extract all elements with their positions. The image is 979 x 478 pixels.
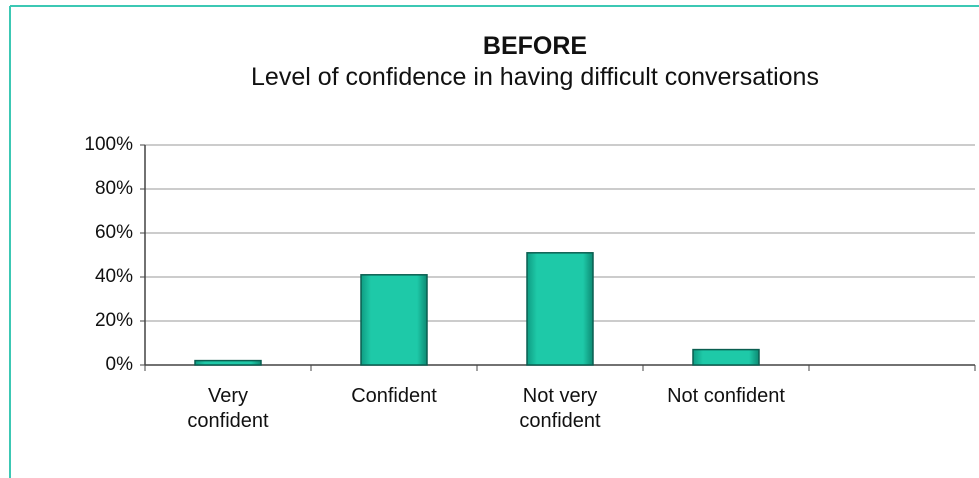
y-tick-label: 20%: [95, 310, 133, 331]
y-tick-label: 60%: [95, 222, 133, 243]
bar: [692, 348, 760, 366]
y-tick-label: 80%: [95, 178, 133, 199]
x-tick-label: Confident: [351, 385, 437, 407]
x-tick-label: Not very confident: [519, 385, 601, 432]
x-tick-label: Not confident: [667, 385, 785, 407]
bar: [360, 274, 428, 366]
chart-title: BEFORE: [482, 32, 588, 60]
chart-subtitle: Level of confidence in having difficult …: [251, 63, 819, 91]
y-tick-label: 40%: [95, 266, 133, 287]
x-tick-label: Very confident: [187, 385, 269, 432]
bar: [194, 359, 262, 366]
y-tick-label: 100%: [84, 134, 133, 155]
y-tick-label: 0%: [106, 354, 134, 375]
bar: [526, 252, 594, 366]
